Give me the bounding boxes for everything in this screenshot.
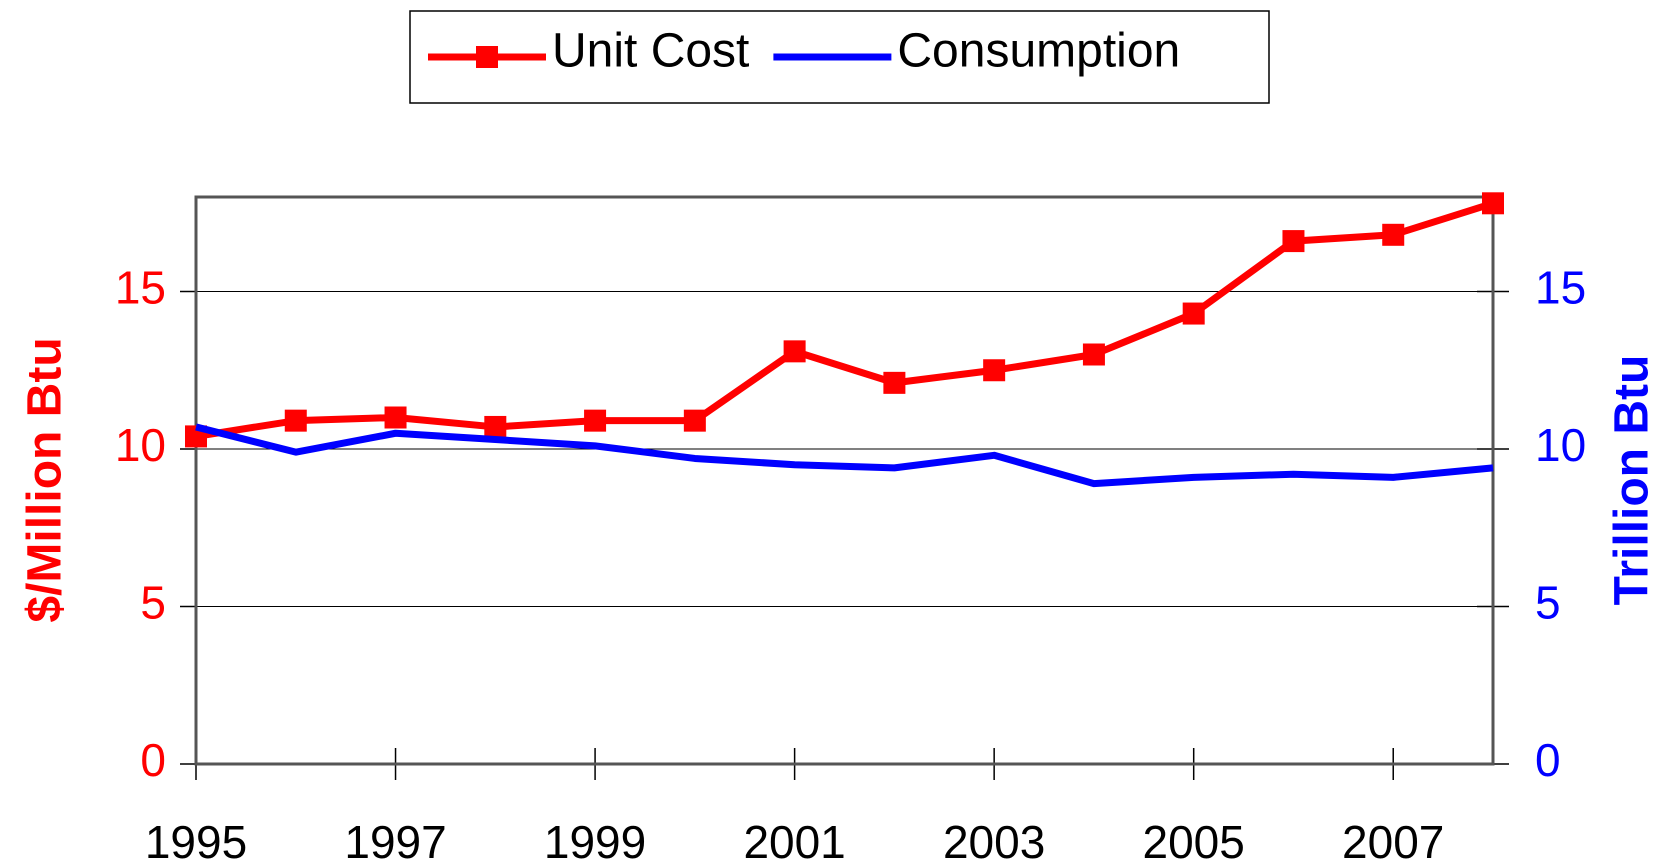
point-marker: [384, 406, 407, 429]
x-tick-label: 2007: [1342, 816, 1444, 862]
x-tick-label: 2001: [743, 816, 845, 862]
y2-tick-label: 5: [1535, 577, 1561, 629]
series-line: [195, 423, 1494, 488]
y2-tick-label: 0: [1535, 734, 1561, 786]
point-marker: [1282, 230, 1305, 253]
y-tick-label: 0: [140, 734, 166, 786]
x-tick-label: 1997: [344, 816, 446, 862]
point-marker: [1482, 192, 1504, 215]
point-marker: [1082, 343, 1105, 366]
legend-label: Unit Cost: [552, 25, 749, 78]
point-marker: [584, 409, 607, 432]
x-tick-label: 2003: [943, 816, 1045, 862]
x-tick-label: 1995: [145, 816, 247, 862]
legend-label: Consumption: [897, 25, 1180, 78]
y-axis-title: $/Million Btu: [19, 337, 72, 622]
x-tick-label: 2005: [1143, 816, 1245, 862]
y2-axis-title: Trillion Btu: [1606, 355, 1659, 606]
legend-marker: [476, 46, 498, 68]
x-tick-label: 1999: [544, 816, 646, 862]
series-line: [195, 199, 1495, 440]
point-marker: [284, 409, 307, 432]
point-marker: [983, 359, 1006, 382]
y2-tick-label: 10: [1535, 419, 1586, 471]
point-marker: [1182, 302, 1205, 325]
plot-frame: [194, 195, 1495, 766]
y2-tick-label: 15: [1535, 262, 1586, 314]
point-marker: [783, 340, 806, 363]
y-tick-label: 5: [140, 577, 166, 629]
point-marker: [683, 409, 706, 432]
y-tick-label: 10: [115, 419, 166, 471]
point-marker: [1382, 223, 1405, 246]
point-marker: [484, 415, 507, 438]
y-tick-label: 15: [115, 262, 166, 314]
point-marker: [883, 371, 906, 394]
